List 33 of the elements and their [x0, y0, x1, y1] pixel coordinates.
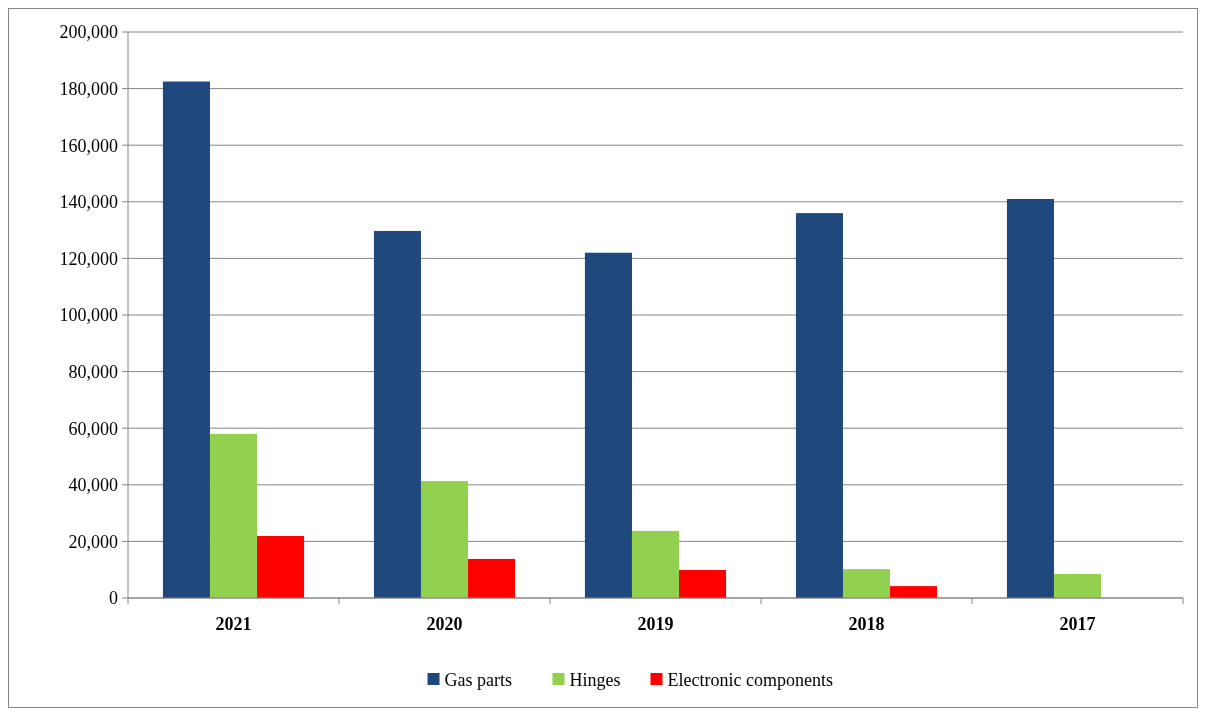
- y-tick-label: 40,000: [68, 475, 118, 496]
- x-tick-label: 2020: [426, 614, 463, 634]
- bar: [373, 230, 421, 598]
- bar: [209, 433, 258, 598]
- bar: [257, 536, 305, 598]
- legend-label: Gas parts: [444, 670, 512, 691]
- y-tick-label: 180,000: [59, 78, 118, 99]
- bar: [1053, 573, 1102, 598]
- y-tick-label: 120,000: [59, 248, 118, 269]
- bar: [842, 569, 891, 598]
- y-tick-label: 20,000: [68, 531, 118, 552]
- bar: [162, 81, 210, 598]
- y-tick-label: 60,000: [68, 418, 118, 439]
- y-tick-label: 160,000: [59, 135, 118, 156]
- bar: [679, 569, 727, 598]
- bar: [468, 558, 516, 598]
- x-tick-label: 2021: [215, 614, 252, 634]
- y-tick-label: 200,000: [59, 22, 118, 43]
- x-tick-label: 2019: [637, 614, 674, 634]
- bar: [631, 530, 680, 598]
- bar: [584, 252, 632, 598]
- legend-label: Electronic components: [667, 670, 833, 691]
- x-tick-label: 2017: [1059, 614, 1096, 634]
- bar: [795, 213, 843, 598]
- x-tick-label: 2018: [848, 614, 885, 634]
- legend-label: Hinges: [569, 670, 621, 691]
- y-tick-label: 80,000: [68, 361, 118, 382]
- bar: [1006, 198, 1054, 598]
- y-tick-label: 100,000: [59, 305, 118, 326]
- bar: [890, 586, 938, 598]
- y-tick-label: 0: [109, 588, 118, 609]
- y-tick-label: 140,000: [59, 192, 118, 213]
- bar: [420, 481, 469, 598]
